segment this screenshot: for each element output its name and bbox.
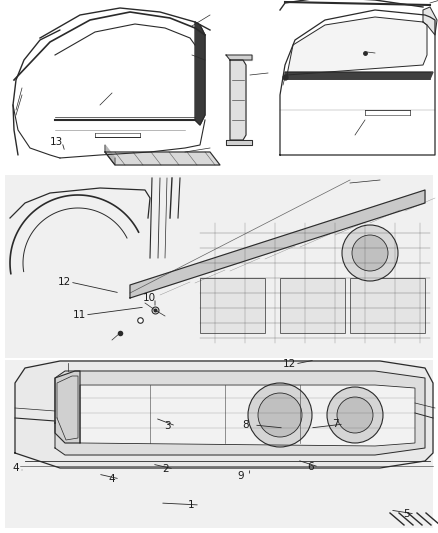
Polygon shape: [195, 22, 205, 125]
Bar: [280, 278, 345, 333]
Circle shape: [248, 383, 312, 447]
Polygon shape: [423, 7, 437, 35]
Polygon shape: [55, 371, 425, 455]
Text: 12: 12: [58, 277, 71, 287]
Polygon shape: [287, 17, 427, 75]
Text: 4: 4: [12, 463, 19, 473]
Polygon shape: [285, 72, 433, 79]
Text: 11: 11: [73, 310, 86, 320]
Text: 7: 7: [332, 419, 339, 429]
Bar: [200, 278, 265, 333]
Text: 8: 8: [242, 420, 249, 430]
Polygon shape: [230, 60, 246, 140]
Text: 12: 12: [283, 359, 296, 369]
Polygon shape: [80, 385, 415, 446]
Text: 4: 4: [108, 474, 115, 484]
Circle shape: [337, 397, 373, 433]
Polygon shape: [15, 361, 433, 468]
Text: 1: 1: [188, 500, 194, 510]
Polygon shape: [105, 152, 220, 165]
Text: 3: 3: [164, 421, 171, 431]
Bar: [5, 175, 433, 358]
Text: 10: 10: [143, 293, 156, 303]
Polygon shape: [226, 140, 252, 145]
Bar: [5, 360, 433, 528]
Polygon shape: [55, 371, 80, 443]
Text: 6: 6: [307, 462, 314, 472]
Polygon shape: [226, 55, 252, 60]
Bar: [350, 278, 425, 333]
Text: 13: 13: [50, 137, 63, 147]
Circle shape: [352, 235, 388, 271]
Circle shape: [327, 387, 383, 443]
Polygon shape: [105, 145, 115, 165]
Circle shape: [342, 225, 398, 281]
Text: 5: 5: [403, 509, 410, 519]
Polygon shape: [130, 190, 425, 298]
Text: 2: 2: [162, 464, 169, 474]
Text: 9: 9: [237, 471, 244, 481]
Circle shape: [258, 393, 302, 437]
